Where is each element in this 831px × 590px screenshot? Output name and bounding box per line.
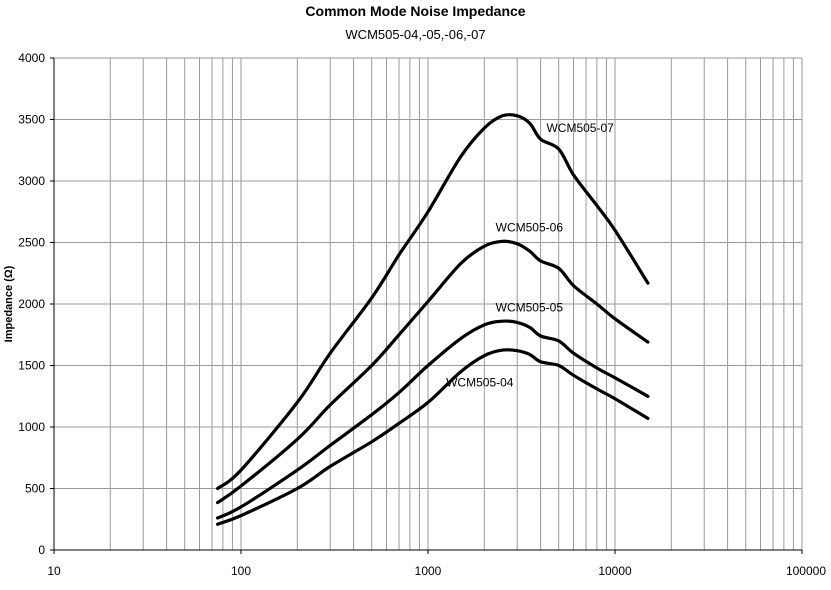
chart-title: Common Mode Noise Impedance: [305, 3, 526, 19]
series-line-wcm505-07: [216, 113, 650, 491]
y-tick-label: 0: [38, 543, 45, 557]
x-tick-label: 1000: [415, 564, 442, 578]
series-group: [216, 113, 650, 526]
axes: 0 500 1000 1500 2000 2500 3000 3500 4000 10 100 100…: [18, 51, 826, 578]
chart-subtitle: WCM505-04,-05,-06,-07: [345, 27, 486, 42]
y-tick-label: 2000: [18, 297, 45, 311]
annotation-group: WCM505-07 WCM505-06 WCM505-05 WCM505-04: [446, 121, 614, 390]
y-tick-label: 1000: [18, 420, 45, 434]
y-tick-label: 2500: [18, 236, 45, 250]
y-tick-label: 4000: [18, 51, 45, 65]
series-label-wcm505-05: WCM505-05: [496, 300, 564, 314]
x-tick-label: 10: [47, 564, 61, 578]
series-line-wcm505-06: [216, 239, 650, 505]
series-label-wcm505-04: WCM505-04: [446, 375, 514, 389]
series-line-wcm505-04: [216, 348, 650, 526]
y-tick-label: 3500: [18, 113, 45, 127]
x-tick-label: 100: [231, 564, 251, 578]
series-label-wcm505-06: WCM505-06: [496, 220, 564, 234]
y-axis-label: Impedance (Ω): [3, 265, 15, 342]
y-tick-label: 1500: [18, 359, 45, 373]
x-tick-label: 10000: [598, 564, 632, 578]
y-tick-label: 3000: [18, 174, 45, 188]
grid: [53, 57, 803, 551]
x-tick-label: 100000: [786, 564, 826, 578]
series-line-wcm505-05: [216, 319, 650, 520]
series-label-wcm505-07: WCM505-07: [546, 121, 614, 135]
y-tick-label: 500: [25, 482, 45, 496]
